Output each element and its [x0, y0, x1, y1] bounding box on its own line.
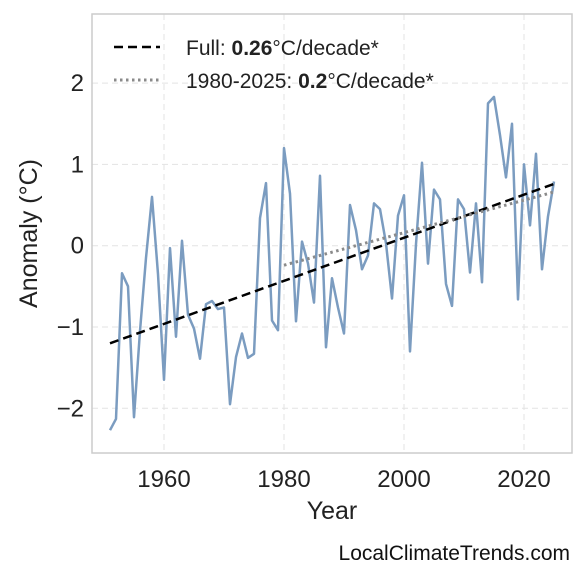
legend-value-full: 0.26 [232, 37, 273, 60]
anomaly-line [108, 95, 556, 431]
full-trend-line [109, 182, 555, 345]
y-tick-label: −2 [57, 395, 84, 422]
y-axis-title: Anomaly (°C) [15, 159, 43, 308]
x-tick-label: 1960 [137, 466, 190, 493]
legend-prefix-full: Full: [186, 37, 232, 60]
ticks: 1960 1980 2000 2020 −2 −1 0 1 2 [57, 70, 551, 493]
legend-suffix-full: °C/decade* [272, 37, 378, 60]
plot-frame [91, 13, 573, 454]
x-tick-label: 1980 [257, 466, 310, 493]
series-layer [108, 95, 556, 431]
x-axis-title: Year [307, 497, 358, 525]
legend: Full: 0.26°C/decade* 1980-2025: 0.2°C/de… [114, 37, 434, 93]
legend-value-recent: 0.2 [298, 70, 327, 93]
legend-suffix-recent: °C/decade* [327, 70, 433, 93]
watermark: LocalClimateTrends.com [339, 542, 570, 565]
recent-trend-line [283, 190, 555, 267]
legend-label-recent: 1980-2025: 0.2°C/decade* [186, 70, 434, 93]
x-tick-label: 2020 [497, 466, 550, 493]
legend-prefix-recent: 1980-2025: [186, 70, 298, 93]
y-tick-label: 1 [71, 151, 84, 178]
legend-label-full: Full: 0.26°C/decade* [186, 37, 379, 60]
y-tick-label: 2 [71, 70, 84, 97]
y-tick-label: 0 [71, 233, 84, 260]
x-tick-label: 2000 [377, 466, 430, 493]
y-tick-label: −1 [57, 314, 84, 341]
grid [92, 14, 572, 453]
